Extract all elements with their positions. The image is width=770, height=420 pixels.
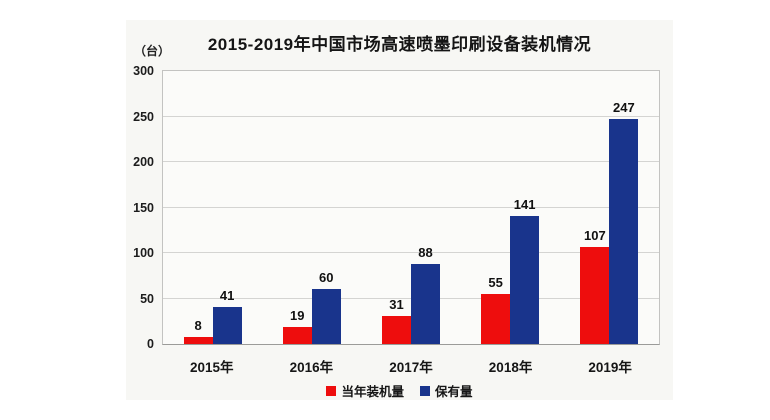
- legend-label-installed: 当年装机量: [341, 385, 404, 399]
- bar-value-label: 8: [194, 317, 202, 333]
- bar-value-label: 247: [612, 100, 635, 116]
- bar-series-0: 19: [282, 308, 312, 344]
- bar-group-2017年: 31 88: [381, 245, 440, 344]
- y-axis-unit-label: （台）: [134, 44, 171, 58]
- bar-series-1: 247: [609, 100, 639, 344]
- y-tick-label: 250: [133, 109, 154, 124]
- bar-series-0: 55: [481, 275, 511, 344]
- chart-canvas: 2015-2019年中国市场高速喷墨印刷设备装机情况 （台） 8 41 19 60 31…: [126, 20, 673, 400]
- x-tick-label: 2017年: [389, 360, 433, 375]
- legend-item-ownership: 保有量: [420, 381, 473, 400]
- bar-group-2015年: 8 41: [183, 288, 242, 344]
- y-tick-label: 150: [133, 200, 154, 215]
- x-axis-labels: 2015年 2016年 2017年 2018年 2019年: [162, 356, 660, 376]
- legend-label-ownership: 保有量: [435, 385, 473, 399]
- x-tick-label: 2019年: [588, 360, 632, 375]
- bar-value-label: 60: [319, 270, 334, 286]
- bar-value-label: 107: [583, 227, 606, 243]
- bar-series-0: 31: [381, 297, 411, 344]
- bar-series-0: 8: [183, 318, 213, 344]
- y-tick-label: 0: [147, 337, 154, 351]
- legend-swatch-blue-icon: [420, 385, 430, 396]
- x-tick-label: 2015年: [190, 360, 234, 375]
- gridline: [163, 252, 659, 253]
- bars-row: 8 41 19 60 31 88 55 141 107 247: [163, 71, 659, 344]
- bar-series-1: 41: [212, 288, 242, 344]
- bar-group-2018年: 55 141: [481, 197, 540, 344]
- plot-area: 8 41 19 60 31 88 55 141 107 247 0 50 100 150 200 250 30…: [133, 64, 660, 351]
- legend: 当年装机量 保有量: [126, 381, 673, 400]
- y-tick-label: 300: [133, 64, 154, 78]
- bar-series-1: 88: [410, 245, 440, 344]
- chart-title: 2015-2019年中国市场高速喷墨印刷设备装机情况: [207, 35, 592, 54]
- bar-value-label: 41: [219, 287, 235, 303]
- bar-value-label: 19: [290, 307, 305, 323]
- gridline: [163, 161, 659, 162]
- gridline: [163, 206, 659, 208]
- x-tick-label: 2018年: [488, 360, 533, 375]
- bar-group-2019年: 107 247: [580, 100, 639, 344]
- x-tick-label: 2016年: [289, 360, 334, 375]
- bar-series-1: 141: [510, 197, 540, 344]
- bar-series-0: 107: [580, 228, 610, 344]
- y-tick-label: 200: [133, 155, 154, 169]
- bar-value-label: 88: [418, 244, 433, 260]
- legend-item-installed: 当年装机量: [326, 381, 404, 400]
- bar-value-label: 55: [488, 274, 503, 290]
- legend-swatch-red-icon: [326, 385, 337, 396]
- bar-series-1: 60: [311, 270, 341, 344]
- y-tick-label: 50: [140, 291, 154, 306]
- y-tick-label: 100: [133, 246, 154, 260]
- bar-value-label: 31: [389, 296, 404, 312]
- bar-group-2016年: 19 60: [282, 270, 341, 344]
- bar-value-label: 141: [513, 196, 536, 212]
- gridline: [163, 115, 659, 117]
